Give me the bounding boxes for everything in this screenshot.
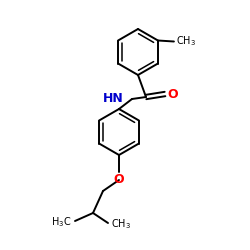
Text: H$_3$C: H$_3$C: [51, 215, 71, 229]
Text: CH$_3$: CH$_3$: [111, 217, 131, 231]
Text: O: O: [114, 173, 124, 186]
Text: HN: HN: [103, 92, 124, 106]
Text: CH$_3$: CH$_3$: [176, 34, 196, 48]
Text: O: O: [167, 88, 177, 101]
